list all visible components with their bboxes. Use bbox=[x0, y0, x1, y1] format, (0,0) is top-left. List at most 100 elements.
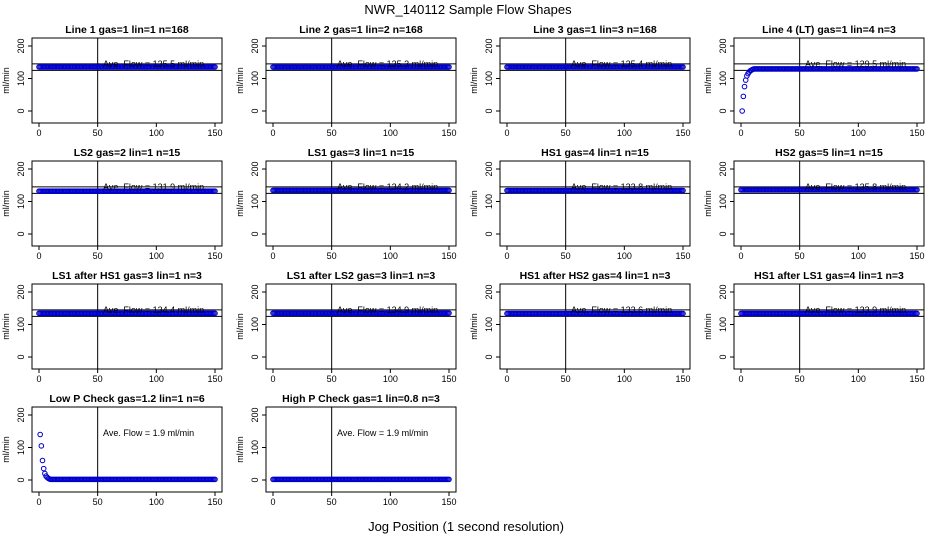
x-tick-label: 50 bbox=[561, 251, 571, 261]
x-tick-label: 100 bbox=[149, 251, 164, 261]
x-tick-label: 100 bbox=[617, 374, 632, 384]
panel: HS2 gas=5 lin=1 n=15 ml/min 0 100 200 0 50 100 1… bbox=[703, 147, 925, 261]
plot-frame bbox=[499, 37, 691, 124]
data-point bbox=[914, 310, 920, 317]
panel: High P Check gas=1 lin=0.8 n=3 ml/min 0 100… bbox=[235, 393, 457, 507]
plot-frame bbox=[265, 406, 457, 493]
y-tick-label: 200 bbox=[250, 161, 260, 176]
data-point bbox=[741, 83, 748, 90]
y-tick-label: 100 bbox=[250, 440, 260, 455]
data-point bbox=[212, 64, 218, 70]
flow-annotation: Ave. Flow = 133.6 ml/min bbox=[571, 305, 672, 315]
data-point bbox=[680, 187, 686, 194]
y-axis-label: ml/min bbox=[1, 190, 11, 217]
y-tick-label: 200 bbox=[16, 407, 26, 422]
flow-annotation: Ave. Flow = 1.9 ml/min bbox=[337, 428, 428, 438]
y-tick-label: 200 bbox=[718, 38, 728, 53]
y-tick-label: 0 bbox=[16, 354, 26, 359]
flow-annotation: Ave. Flow = 134.4 ml/min bbox=[103, 305, 204, 315]
x-tick-label: 150 bbox=[207, 128, 222, 138]
x-tick-label: 0 bbox=[36, 251, 41, 261]
x-tick-label: 50 bbox=[561, 128, 571, 138]
y-tick-label: 100 bbox=[718, 71, 728, 86]
x-tick-label: 100 bbox=[383, 374, 398, 384]
x-tick-label: 50 bbox=[327, 497, 337, 507]
y-tick-label: 200 bbox=[250, 284, 260, 299]
plot-frame bbox=[733, 37, 925, 124]
x-tick-label: 100 bbox=[383, 251, 398, 261]
plot-frame bbox=[499, 160, 691, 247]
x-tick-label: 150 bbox=[909, 374, 924, 384]
x-tick-label: 50 bbox=[93, 374, 103, 384]
panel: Line 2 gas=1 lin=2 n=168 ml/min 0 100 200 0 50… bbox=[235, 24, 457, 138]
panel-title: LS1 after HS1 gas=3 lin=1 n=3 bbox=[52, 270, 202, 282]
y-axis-label: ml/min bbox=[469, 313, 479, 340]
x-tick-label: 0 bbox=[504, 251, 509, 261]
y-tick-label: 0 bbox=[718, 354, 728, 359]
x-tick-label: 100 bbox=[617, 128, 632, 138]
x-tick-label: 0 bbox=[270, 128, 275, 138]
y-tick-label: 200 bbox=[16, 38, 26, 53]
panel-title: LS1 after LS2 gas=3 lin=1 n=3 bbox=[287, 270, 436, 282]
panel: HS1 after HS2 gas=4 lin=1 n=3 ml/min 0 100 2… bbox=[469, 270, 691, 384]
x-tick-label: 50 bbox=[795, 251, 805, 261]
panel-title: HS1 gas=4 lin=1 n=15 bbox=[541, 147, 649, 159]
panel-title: LS2 gas=2 lin=1 n=15 bbox=[74, 147, 181, 159]
y-tick-label: 0 bbox=[718, 231, 728, 236]
flow-annotation: Ave. Flow = 135.5 ml/min bbox=[103, 59, 204, 69]
panel-title: Low P Check gas=1.2 lin=1 n=6 bbox=[49, 393, 204, 405]
plot-frame bbox=[265, 283, 457, 370]
x-tick-label: 0 bbox=[270, 497, 275, 507]
x-tick-label: 150 bbox=[675, 251, 690, 261]
y-tick-label: 0 bbox=[250, 477, 260, 482]
y-tick-label: 0 bbox=[250, 231, 260, 236]
y-tick-label: 100 bbox=[718, 194, 728, 209]
y-axis-label: ml/min bbox=[1, 67, 11, 94]
data-point bbox=[914, 66, 920, 72]
y-tick-label: 200 bbox=[718, 284, 728, 299]
plot-frame bbox=[265, 160, 457, 247]
y-tick-label: 0 bbox=[16, 231, 26, 236]
x-tick-label: 100 bbox=[149, 497, 164, 507]
figure-xlabel: Jog Position (1 second resolution) bbox=[368, 519, 564, 534]
y-tick-label: 0 bbox=[484, 108, 494, 113]
panel-title: Line 1 gas=1 lin=1 n=168 bbox=[65, 24, 189, 36]
data-point bbox=[40, 465, 47, 472]
x-tick-label: 0 bbox=[36, 497, 41, 507]
panel: Line 1 gas=1 lin=1 n=168 ml/min 0 100 200 0 50… bbox=[1, 24, 223, 138]
y-tick-label: 100 bbox=[484, 194, 494, 209]
x-tick-label: 150 bbox=[441, 374, 456, 384]
panel-title: HS2 gas=5 lin=1 n=15 bbox=[775, 147, 883, 159]
panel-title: HS1 after HS2 gas=4 lin=1 n=3 bbox=[520, 270, 671, 282]
x-tick-label: 100 bbox=[851, 251, 866, 261]
data-point bbox=[212, 188, 218, 194]
panel: Line 4 (LT) gas=1 lin=4 n=3 ml/min 0 100 200… bbox=[703, 24, 925, 138]
figure-title: NWR_140112 Sample Flow Shapes bbox=[364, 2, 572, 17]
flow-annotation: Ave. Flow = 1.9 ml/min bbox=[103, 428, 194, 438]
y-tick-label: 100 bbox=[16, 71, 26, 86]
data-point bbox=[39, 457, 46, 464]
plot-frame bbox=[733, 160, 925, 247]
x-tick-label: 50 bbox=[561, 374, 571, 384]
y-axis-label: ml/min bbox=[1, 436, 11, 463]
x-tick-label: 150 bbox=[441, 497, 456, 507]
y-tick-label: 200 bbox=[718, 161, 728, 176]
panel: Low P Check gas=1.2 lin=1 n=6 ml/min 0 100 2… bbox=[1, 393, 223, 507]
x-tick-label: 50 bbox=[93, 251, 103, 261]
x-tick-label: 0 bbox=[36, 374, 41, 384]
plot-frame bbox=[31, 160, 223, 247]
y-tick-label: 0 bbox=[484, 354, 494, 359]
flow-annotation: Ave. Flow = 133.9 ml/min bbox=[805, 305, 906, 315]
y-tick-label: 0 bbox=[16, 108, 26, 113]
flow-annotation: Ave. Flow = 133.8 ml/min bbox=[571, 182, 672, 192]
x-tick-label: 150 bbox=[207, 497, 222, 507]
x-tick-label: 0 bbox=[270, 251, 275, 261]
panel-title: Line 4 (LT) gas=1 lin=4 n=3 bbox=[762, 24, 896, 36]
plot-frame bbox=[31, 406, 223, 493]
y-tick-label: 100 bbox=[16, 317, 26, 332]
y-tick-label: 200 bbox=[16, 161, 26, 176]
y-axis-label: ml/min bbox=[235, 190, 245, 217]
panel-title: Line 3 gas=1 lin=3 n=168 bbox=[533, 24, 657, 36]
x-tick-label: 0 bbox=[504, 374, 509, 384]
